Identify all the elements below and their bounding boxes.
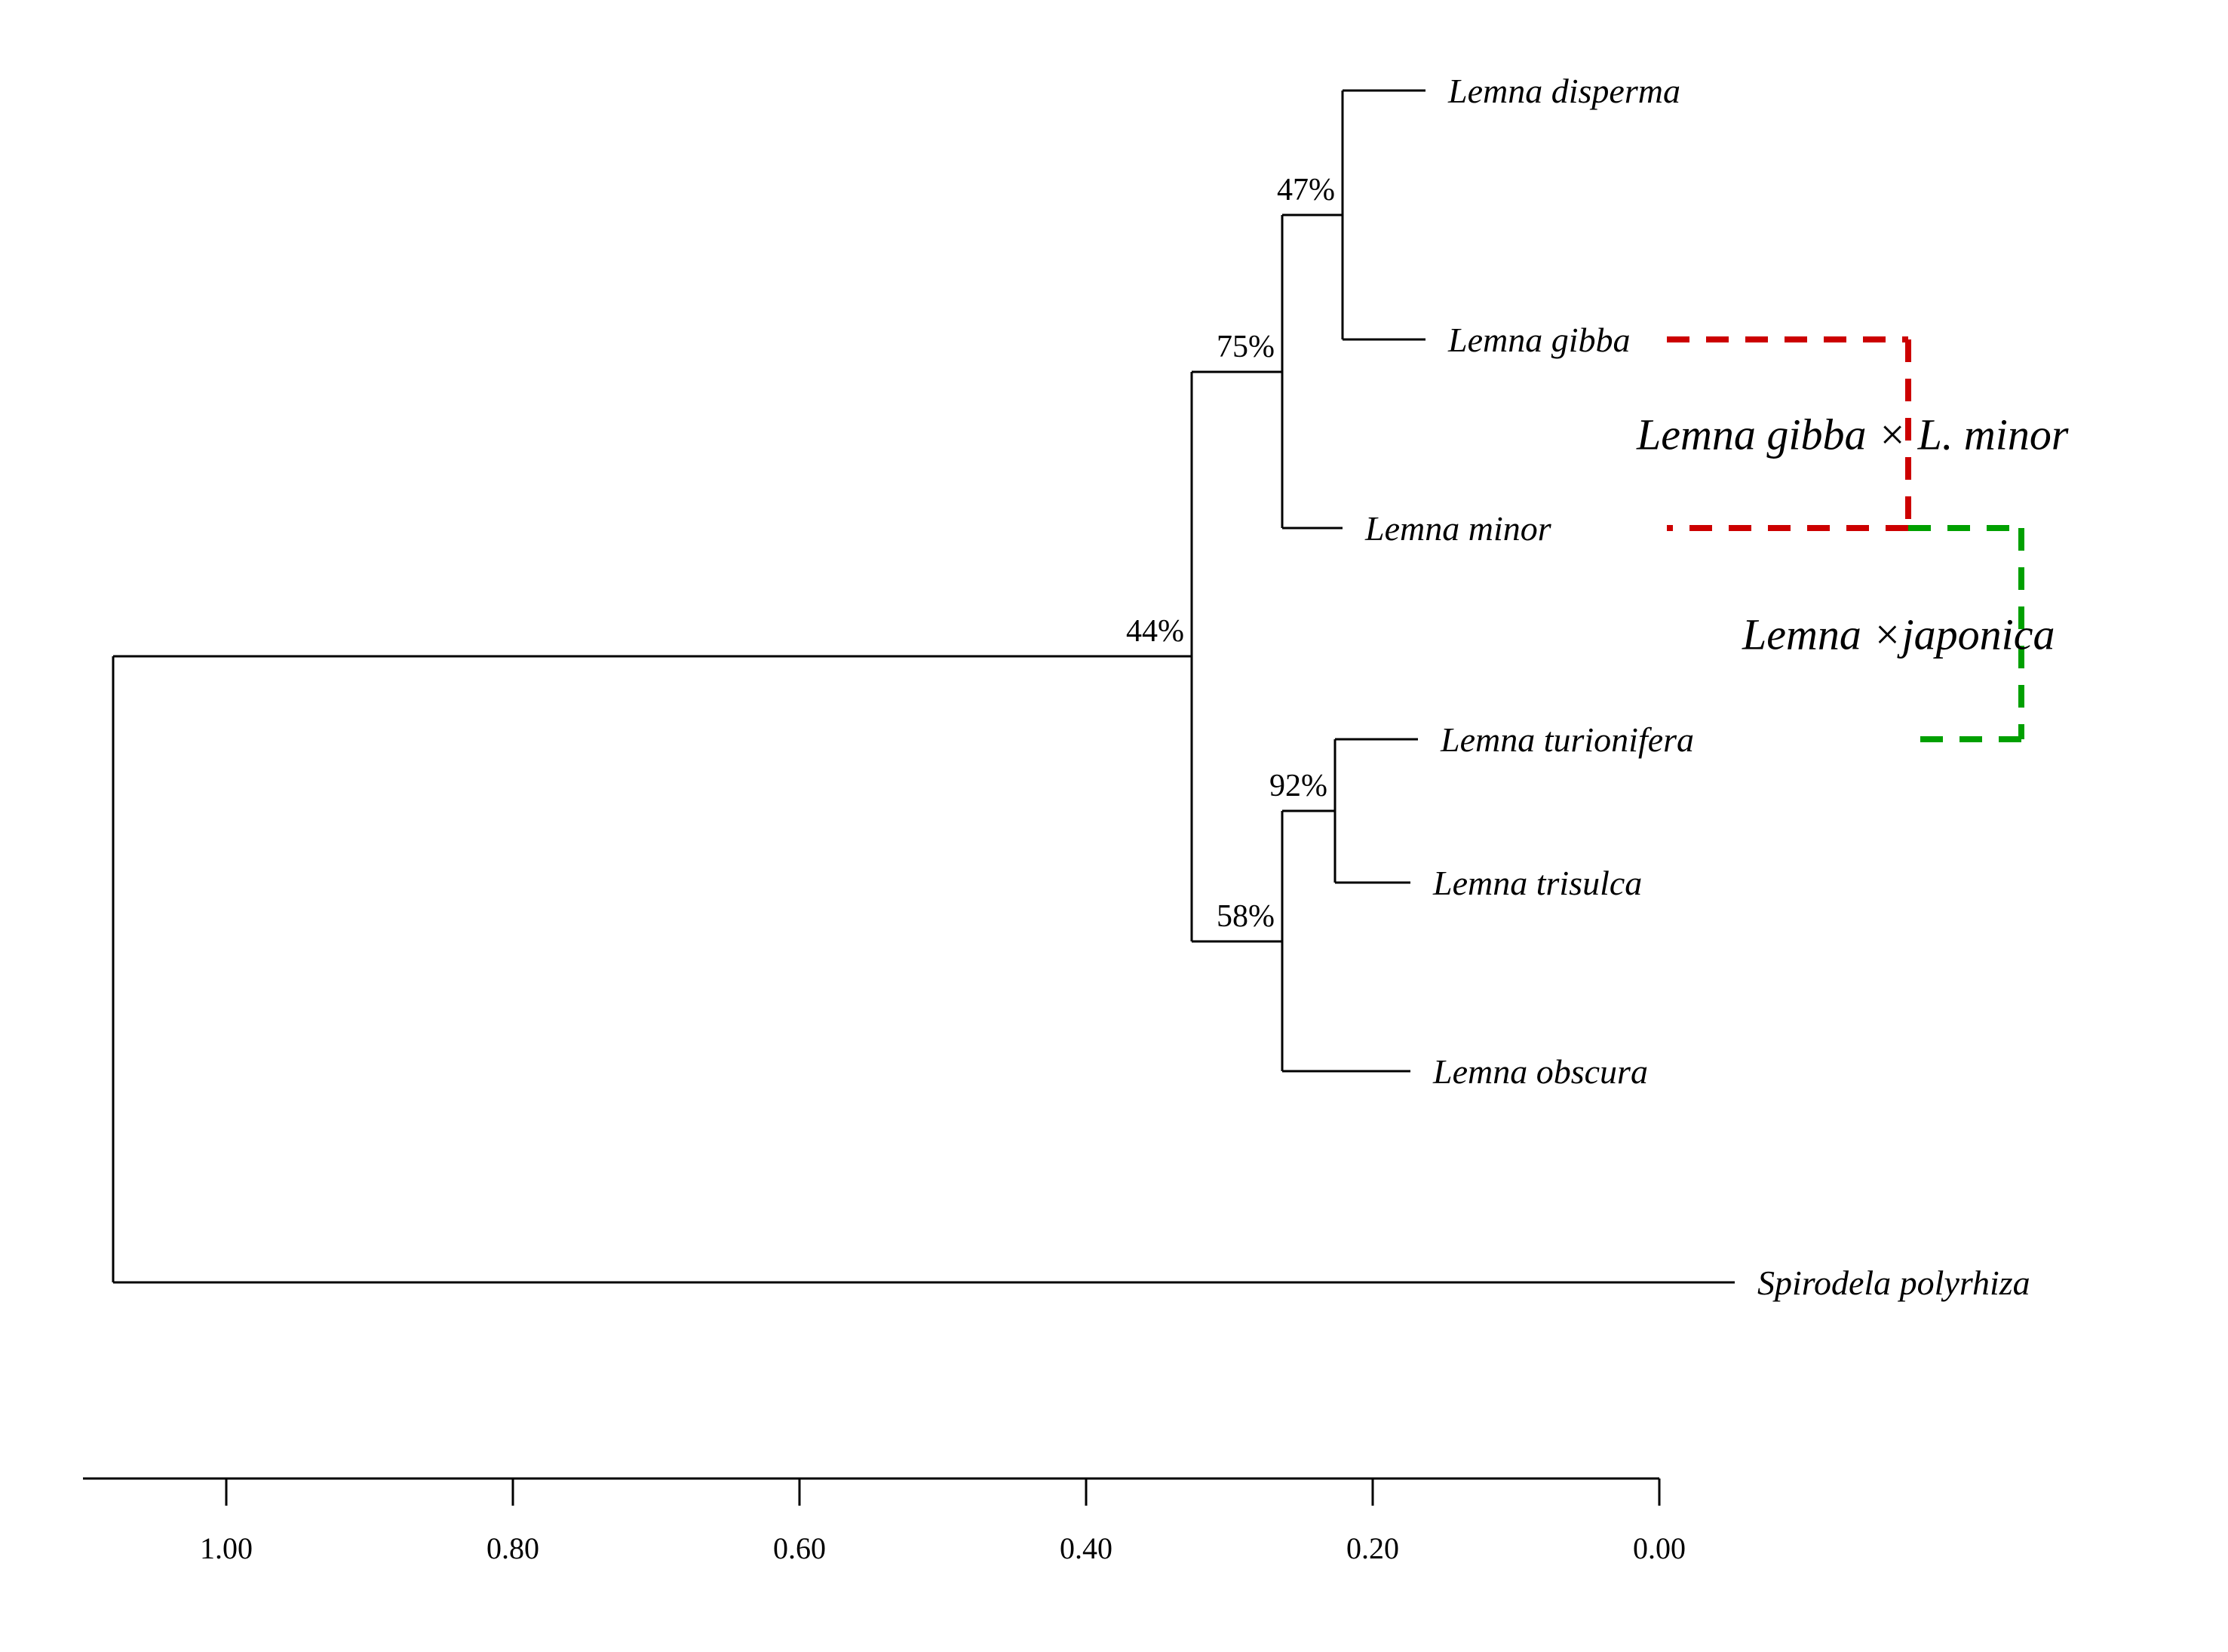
support-label: 75%	[1217, 330, 1275, 364]
tip-label-turionifera: Lemna turionifera	[1440, 720, 1694, 759]
tip-label-obscura: Lemna obscura	[1432, 1052, 1648, 1091]
scale-tick-label: 0.40	[1060, 1531, 1112, 1565]
scale-tick-label: 0.00	[1633, 1531, 1686, 1565]
tip-label-trisulca: Lemna trisulca	[1432, 864, 1642, 902]
scale-tick-label: 0.60	[773, 1531, 826, 1565]
support-label: 92%	[1269, 769, 1327, 803]
scale-tick-label: 0.80	[486, 1531, 539, 1565]
tip-label-minor: Lemna minor	[1364, 509, 1552, 548]
tip-label-gibba: Lemna gibba	[1447, 321, 1631, 359]
support-label: 47%	[1277, 173, 1335, 207]
hybrid-label: Lemna ×japonica	[1742, 610, 2055, 659]
scale-tick-label: 0.20	[1346, 1531, 1399, 1565]
scale-tick-label: 1.00	[200, 1531, 253, 1565]
tip-label-polyrhiza: Spirodela polyrhiza	[1757, 1264, 2030, 1302]
support-label: 58%	[1217, 899, 1275, 934]
hybrid-label: Lemna gibba × L. minor	[1636, 410, 2069, 459]
tip-label-disperma: Lemna disperma	[1447, 72, 1680, 110]
support-label: 44%	[1126, 614, 1184, 649]
